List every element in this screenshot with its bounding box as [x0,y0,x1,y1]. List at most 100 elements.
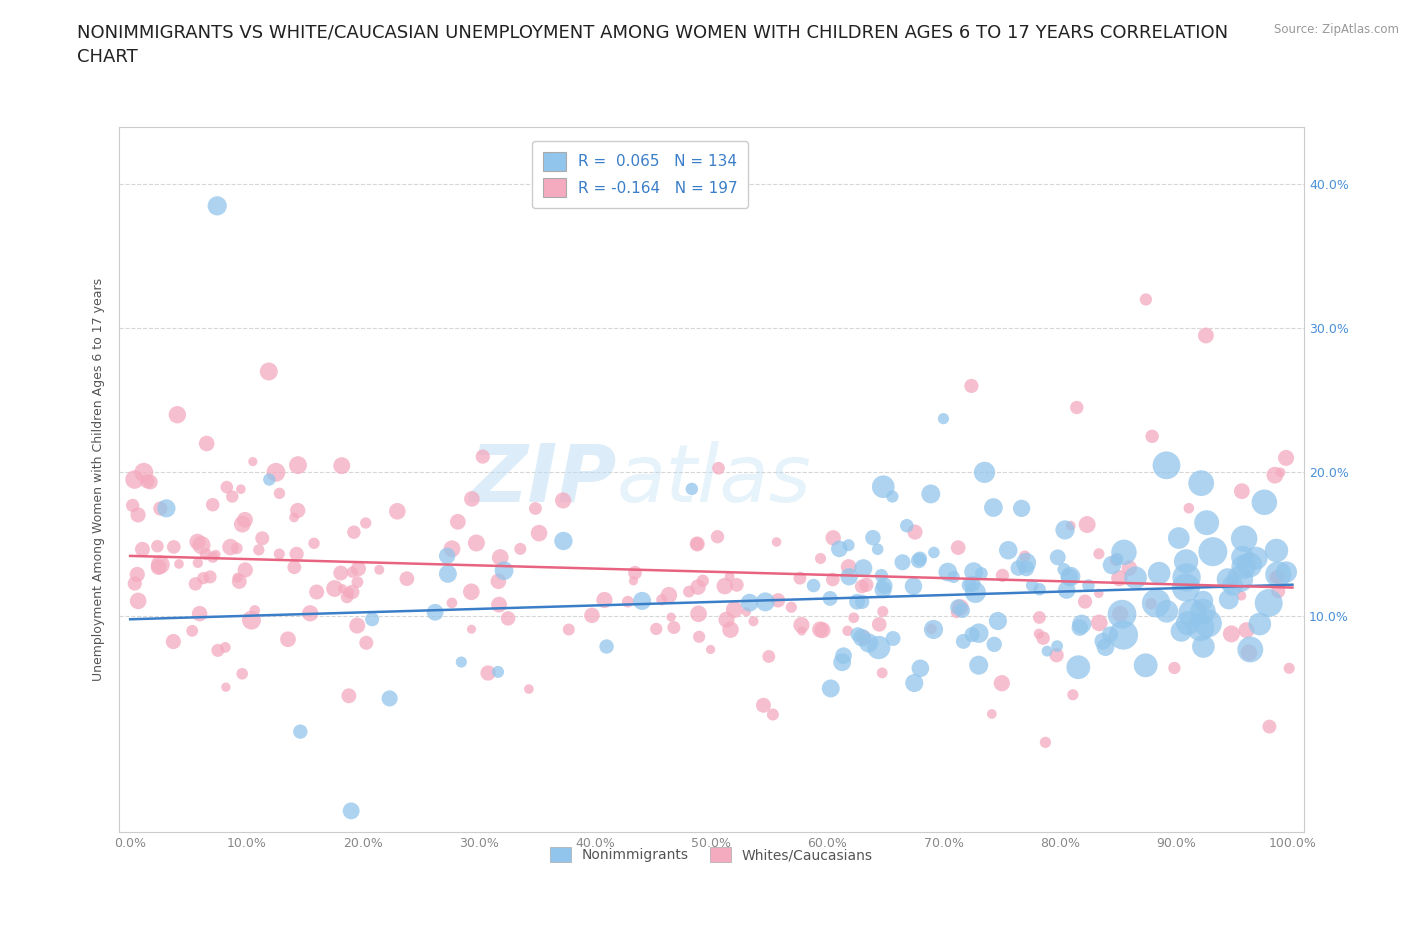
Point [866,542,889,557]
Point [1118,561,1140,576]
Point [195,436,218,451]
Point [1144,596,1167,611]
Text: Source: ZipAtlas.com: Source: ZipAtlas.com [1274,23,1399,36]
Point [882,489,904,504]
Point [1066,400,1088,415]
Point [922,545,945,560]
Point [1015,561,1038,576]
Point [337,688,360,703]
Point [450,655,472,670]
Point [231,517,253,532]
Point [342,565,364,579]
Point [1045,648,1067,663]
Point [617,594,640,609]
Point [215,480,238,495]
Point [243,603,266,618]
Point [194,547,217,562]
Point [713,578,735,593]
Point [688,606,710,621]
Point [1087,586,1109,601]
Point [233,512,256,527]
Point [1140,596,1163,611]
Point [259,472,281,487]
Point [437,566,460,581]
Point [908,551,931,566]
Point [851,631,873,645]
Point [1267,584,1289,599]
Point [1178,500,1201,515]
Point [148,560,170,575]
Point [681,482,703,497]
Y-axis label: Unemployment Among Women with Children Ages 6 to 17 years: Unemployment Among Women with Children A… [93,278,105,681]
Point [287,458,309,472]
Point [1275,450,1298,465]
Point [688,630,710,644]
Point [1197,616,1219,631]
Point [1011,501,1033,516]
Point [862,530,884,545]
Point [1175,570,1198,585]
Point [330,458,353,473]
Point [1275,565,1298,579]
Point [1195,515,1218,530]
Point [624,565,647,580]
Point [960,379,983,393]
Point [496,611,519,626]
Point [803,578,825,593]
Point [846,627,869,642]
Point [838,538,860,552]
Point [242,454,264,469]
Point [1007,561,1029,576]
Point [942,569,965,584]
Point [440,595,463,610]
Point [873,578,896,593]
Point [553,534,575,549]
Point [1069,620,1091,635]
Point [1278,661,1301,676]
Point [1232,550,1254,565]
Point [692,573,714,588]
Point [329,565,352,580]
Point [1230,589,1253,604]
Point [1175,554,1198,569]
Point [963,565,986,579]
Point [1220,627,1243,642]
Point [706,529,728,544]
Point [872,479,894,494]
Point [1195,328,1218,343]
Point [124,472,146,487]
Point [868,640,890,655]
Point [735,604,758,619]
Point [1067,659,1090,674]
Point [946,600,969,615]
Point [699,642,721,657]
Point [1076,517,1098,532]
Point [299,605,322,620]
Point [810,551,832,566]
Point [1222,578,1244,592]
Point [678,584,700,599]
Point [965,585,987,600]
Point [997,543,1019,558]
Point [1257,595,1279,610]
Point [980,707,1002,722]
Point [477,666,499,681]
Point [527,525,550,540]
Point [716,612,738,627]
Point [354,515,377,530]
Point [283,560,305,575]
Point [287,503,309,518]
Point [221,489,243,504]
Point [983,637,1005,652]
Point [124,576,146,591]
Point [1028,610,1050,625]
Point [205,198,228,213]
Point [205,547,228,562]
Point [343,525,366,539]
Point [215,680,238,695]
Point [1135,292,1157,307]
Point [460,584,482,599]
Point [252,531,274,546]
Point [1074,594,1097,609]
Point [623,574,645,589]
